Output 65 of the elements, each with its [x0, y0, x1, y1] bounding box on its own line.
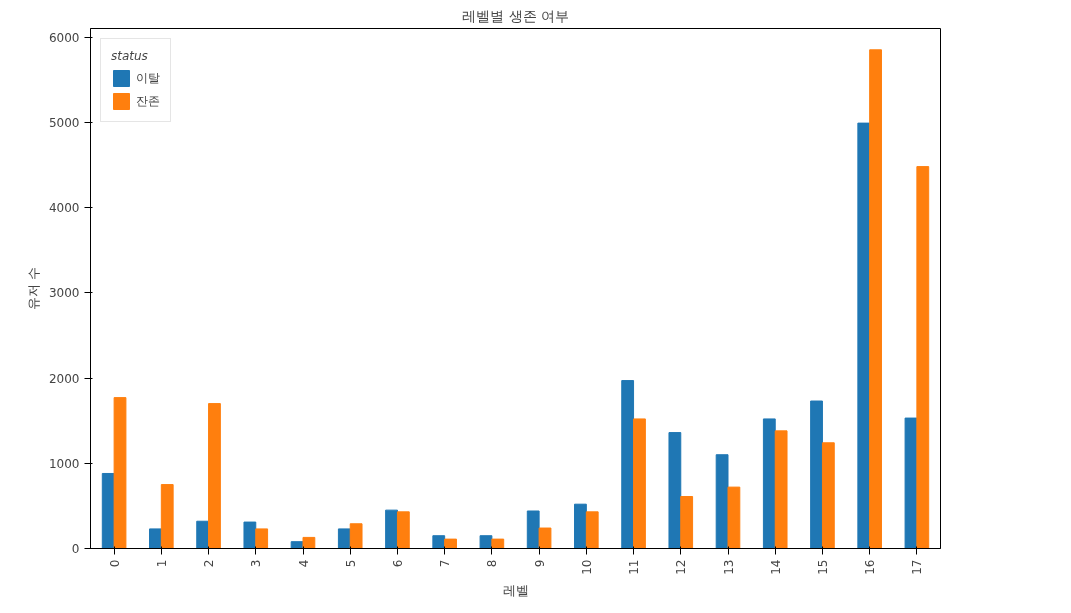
y-tick-label: 3000	[48, 286, 80, 301]
bar	[243, 521, 257, 549]
bar	[904, 417, 918, 549]
bar	[857, 122, 871, 549]
bar	[349, 523, 363, 549]
bar	[444, 538, 457, 549]
y-tick-label: 0	[71, 542, 80, 556]
bar	[526, 510, 540, 549]
bar	[621, 380, 635, 549]
bar	[585, 511, 599, 549]
bar	[668, 432, 682, 549]
x-tick-label: 4	[296, 559, 311, 568]
y-tick-label: 4000	[48, 201, 80, 216]
x-tick-label: 2	[202, 559, 217, 568]
bar	[255, 528, 269, 549]
x-tick-label: 5	[343, 559, 358, 568]
x-tick-label: 11	[627, 559, 642, 575]
legend-label: 잔존	[136, 92, 160, 110]
bar	[113, 397, 127, 549]
x-tick-label: 17	[910, 559, 925, 575]
x-tick-label: 9	[532, 559, 547, 568]
y-tick-label: 5000	[48, 115, 80, 130]
bar	[774, 430, 788, 549]
bar	[302, 536, 316, 549]
x-tick-label: 12	[674, 559, 689, 575]
bar	[479, 535, 493, 549]
bar	[762, 418, 776, 549]
x-tick-label: 14	[768, 559, 783, 575]
bar	[916, 166, 930, 549]
legend-title: status	[111, 49, 149, 63]
bar	[715, 454, 729, 549]
bar	[160, 484, 174, 549]
y-tick-label: 2000	[48, 371, 80, 386]
chart-title: 레벨별 생존 여부	[462, 7, 569, 24]
legend-label: 이탈	[136, 69, 160, 87]
bar	[149, 528, 162, 549]
x-tick-label: 3	[249, 559, 264, 568]
x-tick-label: 15	[815, 559, 830, 575]
x-tick-label: 8	[485, 559, 500, 568]
bar	[680, 496, 694, 549]
bar	[574, 503, 587, 549]
bar	[196, 520, 210, 549]
bar	[633, 418, 646, 549]
y-tick-label: 6000	[48, 30, 80, 45]
x-tick-label: 16	[863, 559, 878, 575]
bar	[727, 486, 741, 549]
x-tick-label: 6	[390, 559, 405, 568]
bar	[810, 400, 823, 549]
x-tick-label: 7	[438, 559, 453, 568]
x-tick-label: 0	[107, 559, 122, 568]
bar	[396, 511, 410, 549]
bar	[432, 535, 446, 549]
bar	[538, 527, 552, 549]
bar	[208, 403, 221, 549]
bar	[821, 442, 835, 549]
x-tick-label: 10	[579, 559, 594, 575]
x-tick-label: 1	[154, 559, 169, 568]
bar	[491, 538, 505, 549]
y-axis-title: 유저 수	[25, 266, 41, 311]
bar	[869, 49, 882, 549]
x-tick-label: 13	[721, 559, 736, 575]
bar	[337, 528, 351, 549]
x-axis-title: 레벨	[502, 582, 529, 598]
y-tick-label: 1000	[48, 456, 80, 471]
bar	[385, 509, 398, 549]
